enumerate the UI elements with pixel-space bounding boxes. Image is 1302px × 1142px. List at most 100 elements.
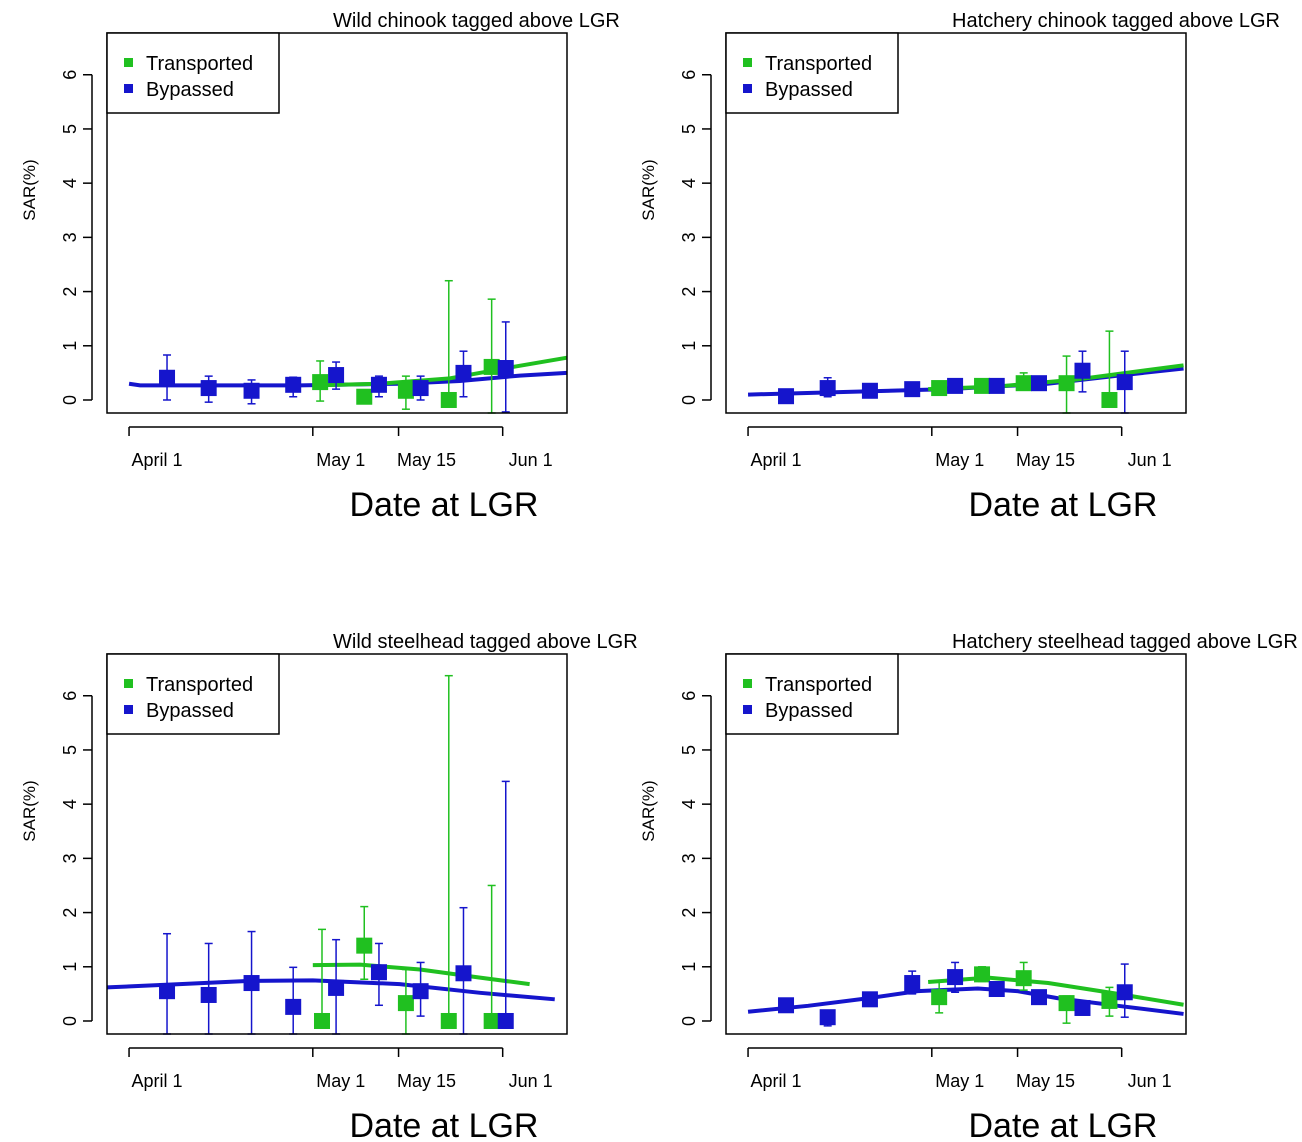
y-tick-label: 0	[60, 395, 80, 405]
y-tick-label: 1	[679, 341, 699, 351]
chart-title: Wild steelhead tagged above LGR	[333, 631, 638, 653]
point	[974, 966, 991, 983]
x-tick-label: May 15	[397, 450, 456, 470]
y-axis-label: SAR(%)	[639, 780, 658, 841]
y-tick-label: 5	[679, 124, 699, 134]
y-tick-label: 6	[679, 691, 699, 701]
y-tick-label: 2	[679, 287, 699, 297]
point	[1030, 375, 1047, 392]
legend-swatch	[124, 84, 133, 93]
legend-swatch	[743, 705, 752, 714]
error-bar	[501, 780, 510, 1022]
point	[313, 1012, 330, 1029]
point	[947, 377, 964, 394]
y-tick-label: 4	[679, 178, 699, 188]
y-tick-label: 3	[60, 232, 80, 242]
legend-box	[106, 653, 280, 735]
point	[243, 382, 260, 399]
point	[1116, 984, 1133, 1001]
point	[159, 369, 176, 386]
x-tick-label: May 1	[316, 450, 365, 470]
point	[483, 358, 500, 375]
point	[778, 388, 795, 405]
x-tick-label: April 1	[132, 450, 183, 470]
point	[1015, 970, 1032, 987]
y-tick-label: 0	[679, 1016, 699, 1026]
x-tick-label: April 1	[132, 1071, 183, 1091]
y-tick-label: 1	[60, 341, 80, 351]
fit-line	[312, 355, 568, 388]
legend-swatch	[743, 84, 752, 93]
y-tick-label: 1	[60, 962, 80, 972]
x-axis-label: Date at LGR	[350, 1107, 539, 1142]
x-tick-label: April 1	[751, 450, 802, 470]
y-tick-label: 4	[60, 799, 80, 809]
x-tick-label: Jun 1	[509, 1071, 553, 1091]
point	[285, 376, 302, 393]
legend-swatch	[124, 58, 133, 67]
point	[988, 981, 1005, 998]
point	[1101, 992, 1118, 1009]
point	[904, 975, 921, 992]
point	[412, 983, 429, 1000]
panel: Hatchery chinook tagged above LGR 0 1 2 3 4 5 6…	[639, 10, 1280, 524]
chart-title: Hatchery steelhead tagged above LGR	[952, 631, 1298, 653]
y-tick-label: 5	[679, 745, 699, 755]
point	[200, 380, 217, 397]
legend-label: Bypassed	[765, 700, 853, 722]
legend-swatch	[124, 679, 133, 688]
point	[159, 983, 176, 1000]
y-tick-label: 4	[679, 799, 699, 809]
point	[861, 991, 878, 1008]
x-tick-label: May 15	[397, 1071, 456, 1091]
y-tick-label: 2	[679, 908, 699, 918]
y-tick-label: 4	[60, 178, 80, 188]
y-tick-label: 3	[679, 853, 699, 863]
legend-label: Transported	[146, 674, 253, 696]
point	[988, 377, 1005, 394]
point	[440, 1012, 457, 1029]
plot-frame	[725, 32, 1187, 414]
point	[819, 380, 836, 397]
y-tick-label: 5	[60, 745, 80, 755]
y-tick-label: 6	[679, 70, 699, 80]
plot-frame	[106, 32, 568, 414]
fit-line	[927, 975, 1184, 1007]
panel: Hatchery steelhead tagged above LGR 0 1 2 3 4…	[639, 631, 1298, 1142]
y-tick-label: 0	[60, 1016, 80, 1026]
error-bar	[317, 928, 326, 1022]
chart-title: Hatchery chinook tagged above LGR	[952, 10, 1280, 32]
y-tick-label: 1	[679, 962, 699, 972]
point	[1101, 391, 1118, 408]
y-axis-label: SAR(%)	[20, 159, 39, 220]
plot-frame	[725, 653, 1187, 1035]
y-tick-label: 6	[60, 691, 80, 701]
x-tick-label: Jun 1	[509, 450, 553, 470]
y-axis-label: SAR(%)	[639, 159, 658, 220]
panel: Wild steelhead tagged above LGR 0 1 2 3 4 5 6 SA…	[20, 631, 638, 1142]
error-bar	[444, 674, 453, 1022]
legend-swatch	[124, 705, 133, 714]
y-tick-label: 2	[60, 908, 80, 918]
error-bar	[487, 298, 496, 414]
error-bar	[1105, 330, 1114, 401]
point	[455, 965, 472, 982]
point	[1058, 995, 1075, 1012]
y-tick-label: 6	[60, 70, 80, 80]
point	[243, 975, 260, 992]
point	[1015, 375, 1032, 392]
legend-swatch	[743, 58, 752, 67]
point	[483, 1012, 500, 1029]
x-tick-label: Jun 1	[1128, 450, 1172, 470]
x-axis-label: Date at LGR	[350, 486, 539, 524]
point	[931, 989, 948, 1006]
x-tick-label: May 15	[1016, 450, 1075, 470]
point	[1058, 375, 1075, 392]
legend-label: Bypassed	[765, 79, 853, 101]
legend-swatch	[743, 679, 752, 688]
point	[356, 937, 373, 954]
point	[328, 367, 345, 384]
point	[819, 1009, 836, 1026]
